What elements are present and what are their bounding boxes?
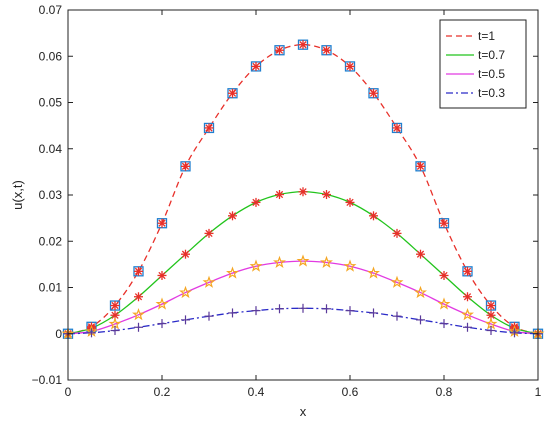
series-1-point-17	[463, 292, 472, 302]
series-1-point-7	[228, 211, 237, 221]
series-2-point-3	[132, 307, 145, 321]
x-tick-label: 1	[535, 385, 542, 399]
legend-label-2: t=0.5	[478, 67, 505, 81]
series-3-point-19	[510, 328, 519, 338]
series-1-point-3	[134, 292, 143, 302]
series-0-point-2	[110, 301, 120, 311]
series-3-point-17	[463, 322, 472, 332]
series-0-point-4	[157, 218, 167, 228]
y-tick-label: 0.03	[39, 188, 63, 202]
series-0-point-3	[134, 266, 143, 276]
series-3-point-1	[87, 328, 96, 338]
y-tick-label: 0.06	[39, 49, 63, 63]
series-3-point-14	[392, 311, 402, 321]
y-tick-label: 0.05	[39, 96, 63, 110]
series-1-point-12	[345, 197, 355, 207]
series-3-point-8	[251, 306, 261, 316]
series-0-point-6	[204, 123, 214, 133]
series-1-point-13	[369, 211, 378, 221]
series-1-point-10	[298, 187, 308, 197]
series-0-point-7	[228, 88, 237, 98]
series-2-point-17	[461, 307, 474, 321]
series-0-point-16	[439, 218, 449, 228]
axis-layer: 0 0.2 0.4 0.6 0.8 1−0.0100.010.020.030.040.05…	[32, 3, 542, 399]
series-3-point-3	[134, 322, 143, 332]
series-1-point-14	[392, 228, 402, 238]
series-1-point-11	[322, 190, 331, 200]
series-3-point-16	[439, 319, 449, 329]
series-1-point-4	[157, 270, 167, 280]
series-2-point-10	[296, 254, 310, 267]
series-3-point-12	[345, 306, 355, 316]
series-2-point-9	[273, 255, 286, 269]
series-1-point-6	[204, 228, 214, 238]
series-1-point-15	[416, 249, 425, 259]
series-3-point-6	[204, 311, 214, 321]
x-tick-label: 0.4	[248, 385, 265, 399]
series-0-point-9	[275, 45, 284, 55]
x-tick-label: 0.6	[342, 385, 359, 399]
series-2-point-5	[179, 285, 192, 299]
series-0-point-17	[463, 266, 472, 276]
series-0-point-11	[322, 45, 331, 55]
x-tick-label: 0	[65, 385, 72, 399]
series-3-point-15	[416, 315, 425, 325]
series-2-point-8	[249, 259, 263, 272]
series-3-point-5	[181, 315, 190, 325]
series-3-point-13	[369, 308, 378, 318]
series-2-point-16	[437, 297, 451, 310]
legend-label-1: t=0.7	[478, 48, 505, 62]
series-2-point-4	[155, 297, 169, 310]
series-2-point-7	[226, 266, 239, 279]
series-3-point-11	[322, 304, 331, 314]
y-tick-label: 0	[55, 327, 62, 341]
series-line-0	[67, 44, 539, 335]
y-tick-label: 0.01	[39, 281, 63, 295]
x-tick-label: 0.8	[436, 385, 453, 399]
series-1-point-5	[181, 249, 190, 259]
y-tick-label: 0.07	[39, 3, 63, 17]
legend-label-0: t=1	[478, 29, 495, 43]
series-1-point-16	[439, 270, 449, 280]
y-tick-label: 0.02	[39, 234, 63, 248]
series-2-point-11	[320, 255, 333, 269]
series-2-point-13	[367, 266, 380, 279]
series-3-point-10	[298, 303, 308, 313]
series-0-point-12	[345, 61, 355, 71]
legend: t=1 t=0.7 t=0.5 t=0.3	[439, 19, 527, 109]
legend-label-3: t=0.3	[478, 86, 505, 100]
series-0-point-10	[298, 40, 308, 50]
x-tick-label: 0.2	[154, 385, 171, 399]
series-0-point-13	[369, 88, 378, 98]
series-1-point-9	[275, 190, 284, 200]
legend-box	[439, 19, 527, 109]
series-1-point-8	[251, 197, 261, 207]
y-tick-label: −0.01	[32, 373, 63, 387]
y-tick-label: 0.04	[39, 142, 63, 156]
series-3-point-7	[228, 308, 237, 318]
series-2-point-12	[343, 259, 357, 272]
x-axis-title: x	[300, 404, 307, 419]
series-0-point-18	[486, 301, 496, 311]
series-0-point-15	[416, 161, 425, 171]
series-0-point-5	[181, 161, 190, 171]
y-axis-title: u(x,t)	[10, 180, 25, 210]
series-3-point-9	[275, 304, 284, 314]
series-2-point-14	[390, 275, 404, 288]
series-2-point-6	[202, 275, 216, 288]
series-2-point-15	[414, 285, 427, 299]
series-3-point-4	[157, 319, 167, 329]
series-0-point-14	[392, 123, 402, 133]
series-0-point-8	[251, 61, 261, 71]
series-3-point-2	[110, 326, 120, 336]
series-line-2	[67, 260, 539, 335]
series-3-point-18	[486, 326, 496, 336]
